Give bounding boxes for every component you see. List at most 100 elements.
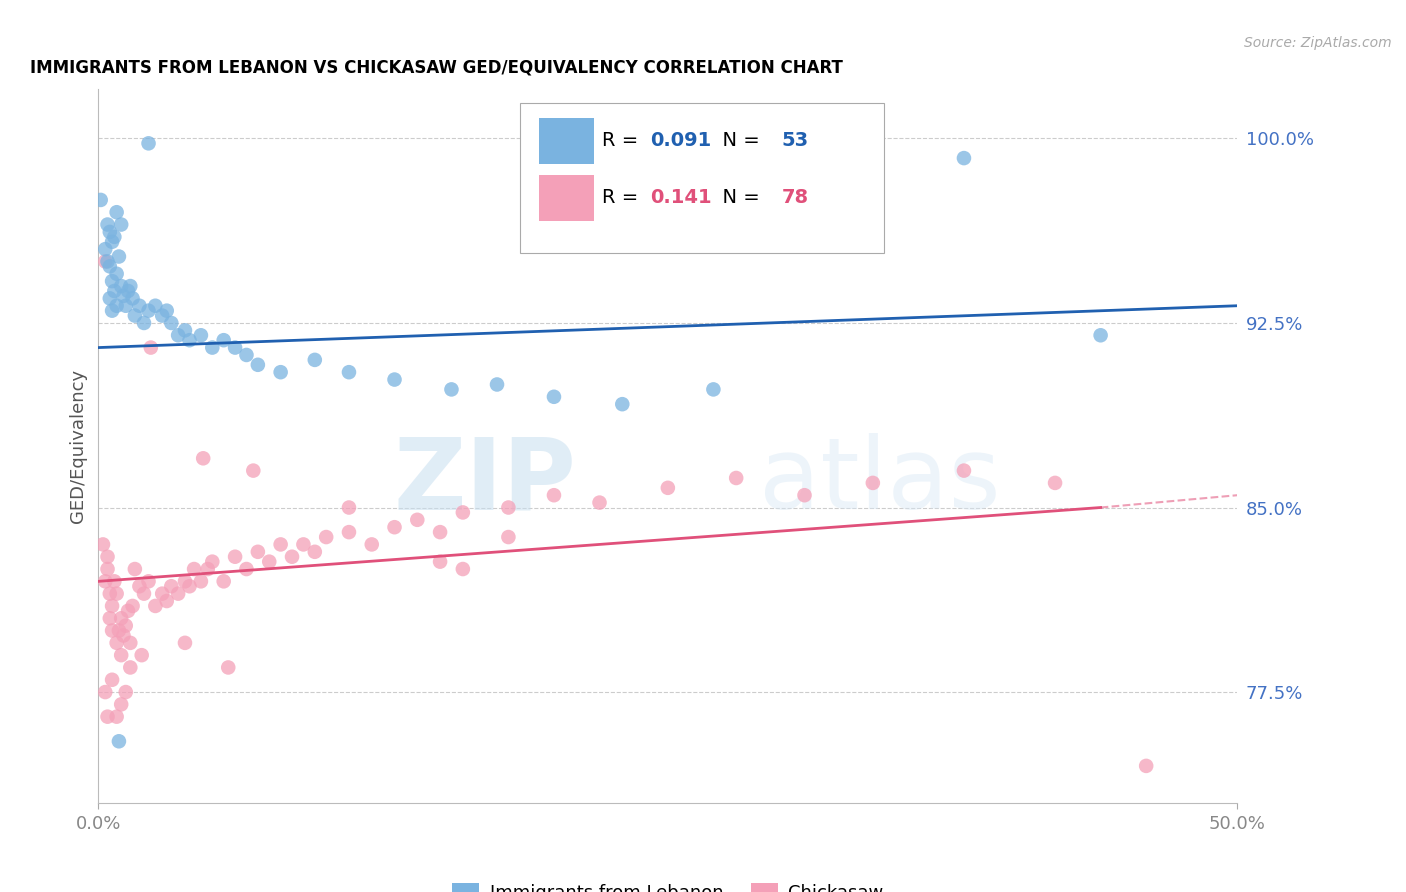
Point [259,555,281,569]
Point [270,537,292,551]
Point [486,377,509,392]
Point [543,390,565,404]
Point [108,734,131,748]
Point [174,636,197,650]
Point [101,599,124,613]
Point [588,495,610,509]
Point [124,562,146,576]
Point [110,648,132,662]
Point [120,279,142,293]
FancyBboxPatch shape [520,103,884,253]
Point [94,254,117,268]
Text: IMMIGRANTS FROM LEBANON VS CHICKASAW GED/EQUIVALENCY CORRELATION CHART: IMMIGRANTS FROM LEBANON VS CHICKASAW GED… [30,59,844,77]
Point [150,309,173,323]
Point [179,333,201,347]
Point [96,549,118,564]
Point [360,537,382,551]
Point [105,267,128,281]
Point [193,451,215,466]
Point [543,488,565,502]
Point [120,636,142,650]
Point [224,549,246,564]
Point [98,587,121,601]
Point [384,520,406,534]
Point [281,549,304,564]
Point [139,341,162,355]
Point [160,579,183,593]
Point [101,624,124,638]
Point [167,587,190,601]
Point [94,685,117,699]
Point [124,309,146,323]
Point [103,230,125,244]
FancyBboxPatch shape [538,175,593,221]
Point [160,316,183,330]
Point [793,488,815,502]
Point [183,562,205,576]
Point [117,284,139,298]
Point [304,352,326,367]
Point [337,500,360,515]
Point [128,299,150,313]
Point [101,673,124,687]
Point [190,328,212,343]
Point [110,218,132,232]
Point [174,574,197,589]
Point [112,628,135,642]
Point [212,574,235,589]
Point [96,562,118,576]
Point [190,574,212,589]
Point [406,513,429,527]
Legend: Immigrants from Lebanon, Chickasaw: Immigrants from Lebanon, Chickasaw [444,876,891,892]
Point [120,660,142,674]
Point [953,151,976,165]
Point [212,333,235,347]
Point [429,525,451,540]
Point [138,303,160,318]
Text: 0.141: 0.141 [650,188,711,207]
Text: 0.091: 0.091 [650,131,711,150]
Point [138,136,160,151]
Point [98,611,121,625]
Point [451,505,474,519]
Point [201,555,224,569]
Point [292,537,315,551]
Point [103,284,125,298]
Point [657,481,679,495]
Point [953,464,976,478]
Point [101,235,124,249]
Point [108,250,131,264]
Point [101,303,124,318]
Point [96,254,118,268]
Point [862,475,884,490]
Point [110,279,132,293]
Point [96,709,118,723]
Point [121,599,143,613]
Point [112,289,135,303]
Y-axis label: GED/Equivalency: GED/Equivalency [69,369,87,523]
Point [114,618,136,632]
Point [110,611,132,625]
Text: N =: N = [710,188,766,207]
Point [98,225,121,239]
Text: 78: 78 [782,188,808,207]
Point [91,537,114,551]
Point [1090,328,1112,343]
Point [105,205,128,219]
Text: Source: ZipAtlas.com: Source: ZipAtlas.com [1244,36,1392,50]
Point [174,323,197,337]
Point [304,545,326,559]
Point [337,525,360,540]
Point [197,562,219,576]
Point [96,218,118,232]
Point [498,500,520,515]
Point [117,604,139,618]
Point [98,260,121,274]
Point [156,594,179,608]
Point [150,587,173,601]
Point [132,587,155,601]
Point [114,685,136,699]
Point [315,530,337,544]
Point [702,383,724,397]
Point [337,365,360,379]
